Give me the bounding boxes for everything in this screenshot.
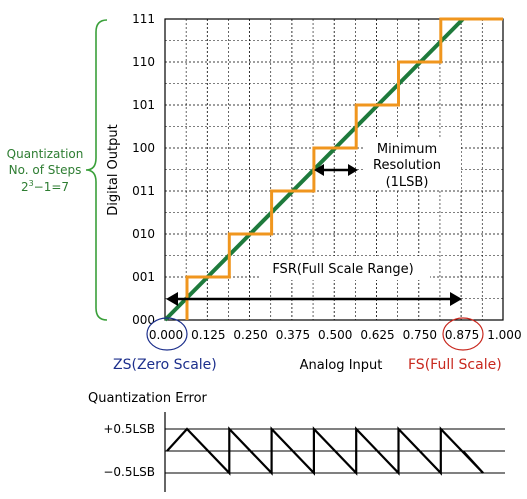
y-tick-label: 010	[132, 227, 155, 241]
y-tick-label: 101	[132, 98, 155, 112]
x-tick-label: 0.625	[360, 328, 394, 342]
x-tick-labels: 0.000 0.125 0.250 0.375 0.500 0.625 0.750 0.875…	[149, 328, 522, 342]
zero-scale-ring	[146, 317, 188, 351]
x-tick-label: 0.500	[318, 328, 352, 342]
quantization-line2: No. of Steps	[9, 163, 82, 177]
full-scale-ring	[442, 317, 484, 351]
x-tick-label: 0.750	[403, 328, 437, 342]
min-resolution-box	[365, 138, 461, 190]
error-plus-label: +0.5LSB	[103, 422, 155, 436]
y-tick-label: 100	[132, 141, 155, 155]
min-resolution-line2: Resolution	[373, 158, 441, 173]
quantization-brace	[85, 19, 108, 321]
x-axis-label: Analog Input	[300, 358, 383, 373]
x-tick-label: 0.000	[149, 328, 183, 342]
staircase-transfer	[185, 17, 503, 320]
y-tick-label: 000	[132, 313, 155, 327]
fsr-label-box	[260, 256, 430, 280]
y-tick-label: 011	[132, 184, 155, 198]
quantization-line1: Quantization	[7, 147, 84, 161]
min-resolution-line1: Minimum	[377, 142, 437, 157]
error-title: Quantization Error	[88, 391, 208, 406]
x-tick-label: 0.125	[191, 328, 225, 342]
y-tick-labels: 000 001 010 011 100 101 110 111	[132, 12, 155, 327]
y-tick-label: 001	[132, 270, 155, 284]
y-tick-label: 111	[132, 12, 155, 26]
error-sawtooth	[166, 426, 484, 476]
x-tick-label: 0.375	[276, 328, 310, 342]
fsr-arrow	[166, 292, 462, 306]
x-tick-label: 0.875	[445, 328, 479, 342]
y-tick-label: 110	[132, 55, 155, 69]
min-resolution-line3: (1LSB)	[386, 175, 429, 190]
x-tick-label: 1.000	[487, 328, 521, 342]
lsb-arrow	[314, 164, 358, 176]
plot-frame	[164, 18, 504, 321]
fsr-label: FSR(Full Scale Range)	[272, 262, 413, 277]
quantization-formula: 23−1=7	[21, 179, 69, 194]
error-minus-label: −0.5LSB	[103, 465, 155, 479]
full-scale-label: FS(Full Scale)	[408, 357, 502, 373]
y-axis-label: Digital Output	[106, 124, 121, 215]
x-tick-label: 0.250	[233, 328, 267, 342]
quantization-error-plot: Quantization Error +0.5LSB −0.5LSB	[88, 391, 505, 492]
grid	[165, 19, 503, 320]
zero-scale-label: ZS(Zero Scale)	[113, 357, 217, 373]
transfer-plot	[163, 17, 504, 322]
